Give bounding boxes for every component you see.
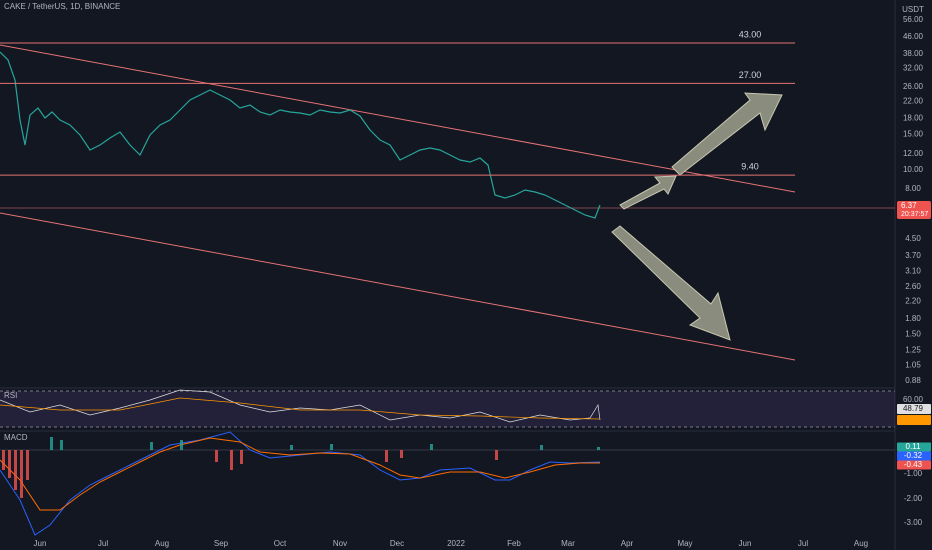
time-label: Jul bbox=[798, 539, 808, 548]
macd-label: -2.00 bbox=[904, 494, 923, 503]
price-label: 26.00 bbox=[903, 82, 924, 91]
macd-tag-value: 0.11 bbox=[906, 442, 922, 451]
macd-histogram-neg bbox=[2, 450, 498, 498]
macd-title: MACD bbox=[4, 433, 28, 442]
macd-tag-value: -0.32 bbox=[904, 451, 923, 460]
macd-label: -1.00 bbox=[904, 469, 923, 478]
price-label: 3.10 bbox=[905, 267, 921, 276]
price-label: 8.00 bbox=[905, 184, 921, 193]
rsi-tag bbox=[897, 415, 931, 425]
macd-tag bbox=[897, 442, 931, 452]
price-label: 56.00 bbox=[903, 15, 924, 24]
rsi-title: RSI bbox=[4, 391, 17, 400]
rsi-tag-value: 48.79 bbox=[903, 404, 924, 413]
trend-line bbox=[0, 44, 796, 193]
trend-line bbox=[0, 212, 796, 361]
macd-line bbox=[0, 431, 601, 536]
time-label: Jun bbox=[34, 539, 47, 548]
price-tag bbox=[897, 201, 931, 219]
axis-unit: USDT bbox=[902, 5, 924, 14]
macd-tag bbox=[897, 460, 931, 470]
price-label: 22.00 bbox=[903, 96, 924, 105]
time-label: Nov bbox=[333, 539, 347, 548]
level-label: 27.00 bbox=[739, 70, 762, 80]
time-label: Aug bbox=[155, 539, 169, 548]
time-label: Mar bbox=[561, 539, 575, 548]
price-label: 10.00 bbox=[903, 165, 924, 174]
arrow-up bbox=[671, 92, 783, 176]
time-label: Sep bbox=[214, 539, 229, 548]
time-label: Jun bbox=[739, 539, 752, 548]
macd-tag-value: -0.43 bbox=[904, 460, 923, 469]
time-label: Feb bbox=[507, 539, 521, 548]
macd-histogram-pos bbox=[50, 437, 600, 450]
price-label: 18.00 bbox=[903, 114, 924, 123]
time-label: Aug bbox=[854, 539, 868, 548]
price-tag-value: 6.37 bbox=[901, 201, 917, 210]
price-label: 12.00 bbox=[903, 149, 924, 158]
price-label: 2.60 bbox=[905, 282, 921, 291]
price-label: 3.70 bbox=[905, 251, 921, 260]
price-label: 2.20 bbox=[905, 296, 921, 305]
time-label: 2022 bbox=[447, 539, 465, 548]
rsi-band bbox=[0, 391, 895, 427]
price-label: 38.00 bbox=[903, 49, 924, 58]
price-label: 4.50 bbox=[905, 234, 921, 243]
price-label: 1.25 bbox=[905, 346, 921, 355]
macd-label: -3.00 bbox=[904, 518, 923, 527]
price-label: 1.05 bbox=[905, 361, 921, 370]
rsi-tag bbox=[897, 404, 931, 414]
price-label: 1.50 bbox=[905, 330, 921, 339]
price-path bbox=[0, 51, 601, 219]
time-label: Apr bbox=[621, 539, 634, 548]
time-label: Oct bbox=[274, 539, 287, 548]
price-tag-countdown: 20:37:57 bbox=[901, 211, 928, 218]
arrow-up-small bbox=[619, 175, 677, 210]
price-label: 0.88 bbox=[905, 376, 921, 385]
rsi-tag-value: 38.05 bbox=[903, 415, 924, 424]
symbol-title: CAKE / TetherUS, 1D, BINANCE bbox=[4, 2, 120, 11]
rsi-label: 60.00 bbox=[903, 395, 924, 404]
time-label: Dec bbox=[390, 539, 404, 548]
price-label: 1.80 bbox=[905, 314, 921, 323]
price-label: 15.00 bbox=[903, 130, 924, 139]
level-label: 43.00 bbox=[739, 29, 762, 39]
arrow-down bbox=[611, 225, 731, 341]
signal-line bbox=[0, 437, 600, 511]
rsi-ma bbox=[0, 397, 601, 420]
level-label: 9.40 bbox=[741, 161, 759, 171]
time-label: Jul bbox=[98, 539, 108, 548]
price-label: 32.00 bbox=[903, 64, 924, 73]
macd-tag bbox=[897, 451, 931, 461]
price-label: 46.00 bbox=[903, 32, 924, 41]
time-label: May bbox=[677, 539, 692, 548]
